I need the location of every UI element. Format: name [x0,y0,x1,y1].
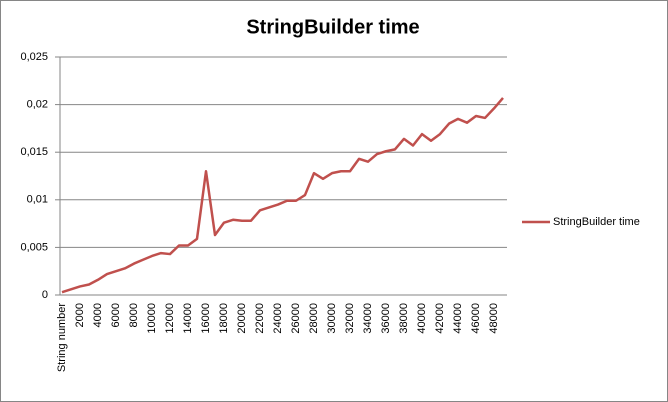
x-tick-label: 44000 [452,303,464,334]
x-tick-label: 46000 [470,303,482,334]
x-tick-label: 34000 [362,303,374,334]
x-tick-label: 20000 [236,303,248,334]
x-tick-label: 14000 [182,303,194,334]
x-tick-label: 16000 [200,303,212,334]
y-tick-label: 0,005 [20,241,48,253]
x-tick-label: 2000 [74,303,86,327]
x-tick-label: String number [56,303,68,372]
legend-label: StringBuilder time [553,216,640,228]
y-tick-label: 0,02 [27,99,48,111]
x-tick-label: 26000 [290,303,302,334]
x-tick-label: 48000 [488,303,500,334]
x-tick-label: 6000 [110,303,122,327]
x-tick-label: 18000 [218,303,230,334]
x-tick-label: 22000 [254,303,266,334]
x-tick-label: 42000 [434,303,446,334]
x-tick-label: 24000 [272,303,284,334]
x-tick-label: 36000 [380,303,392,334]
y-tick-label: 0,015 [20,146,48,158]
x-tick-label: 28000 [308,303,320,334]
x-tick-label: 38000 [398,303,410,334]
y-tick-label: 0,01 [27,194,48,206]
x-tick-label: 8000 [128,303,140,327]
x-tick-label: 32000 [344,303,356,334]
line [61,97,504,294]
chart-title: StringBuilder time [246,16,419,38]
x-tick-label: 40000 [416,303,428,334]
x-tick-label: 4000 [92,303,104,327]
x-tick-label: 10000 [146,303,158,334]
y-tick-label: 0,025 [20,51,48,63]
x-tick-label: 12000 [164,303,176,334]
x-tick-label: 30000 [326,303,338,334]
y-tick-label: 0 [42,289,48,301]
